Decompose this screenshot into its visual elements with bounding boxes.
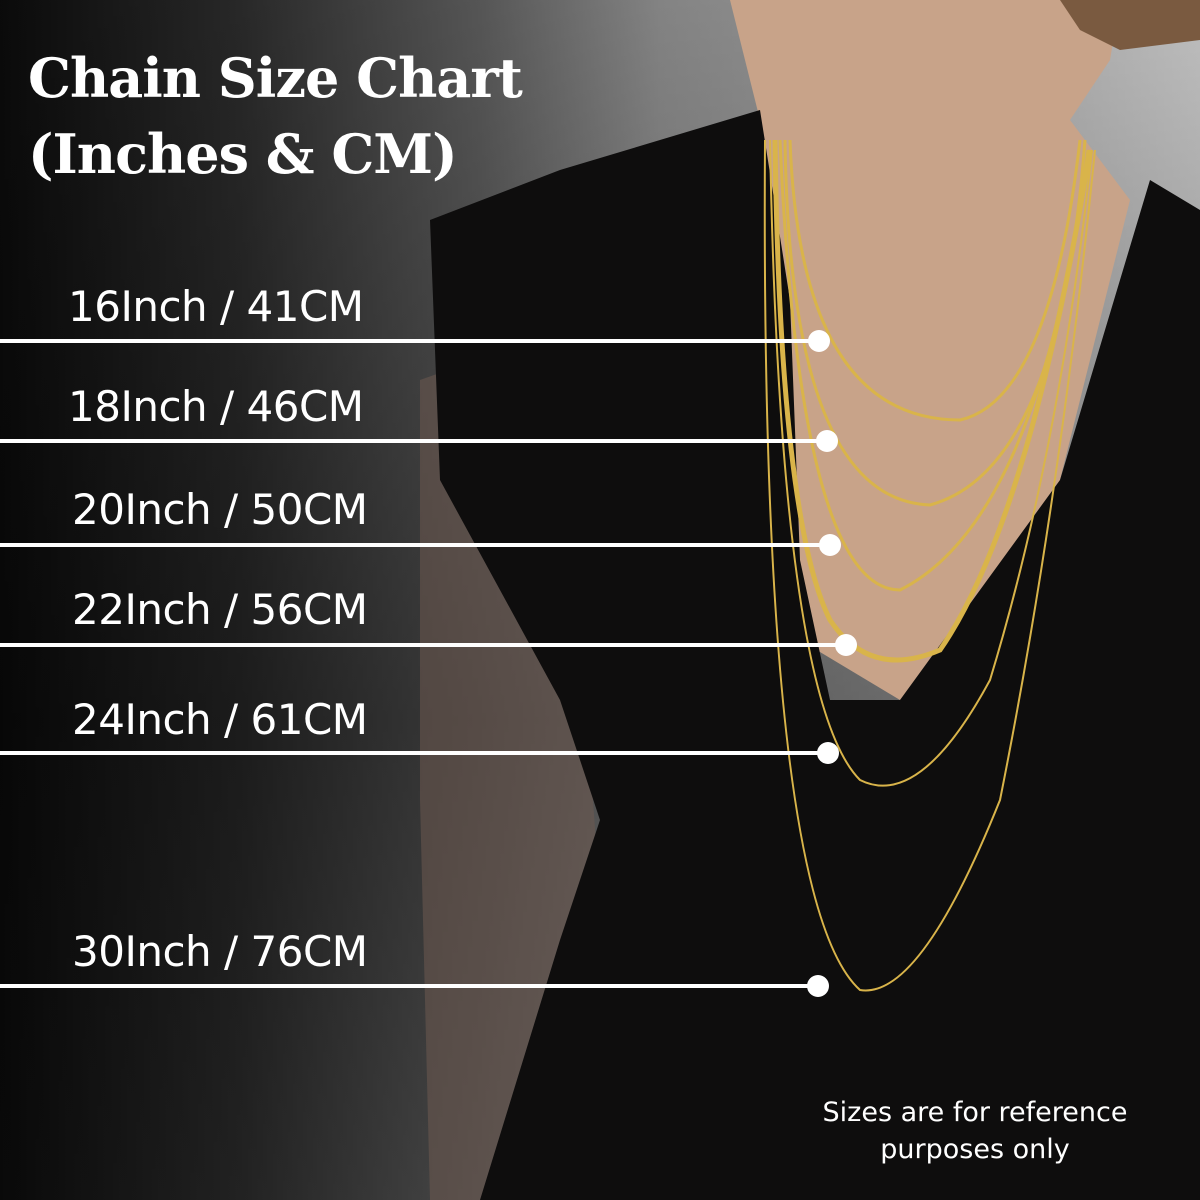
model-dress [430,110,1200,1200]
page-title: Chain Size Chart (Inches & CM) [28,40,523,192]
title-line-1: Chain Size Chart [28,46,523,110]
size-marker-dot [808,330,830,352]
size-marker-dot [835,634,857,656]
chains [763,139,1096,992]
size-line [0,643,840,647]
size-marker-dot [816,430,838,452]
size-label: 18Inch / 46CM [68,382,364,431]
chain-24 [769,139,1093,787]
size-label: 16Inch / 41CM [68,282,364,331]
size-label: 24Inch / 61CM [72,695,368,744]
size-marker-dot [807,975,829,997]
size-line [0,984,812,988]
size-label: 22Inch / 56CM [72,585,368,634]
note-line-1: Sizes are for reference [822,1097,1128,1128]
size-line [0,339,815,343]
size-line [0,543,825,547]
size-marker-dot [819,534,841,556]
size-marker-dot [817,742,839,764]
size-line [0,751,822,755]
size-label: 30Inch / 76CM [72,927,368,976]
size-label: 20Inch / 50CM [72,485,368,534]
model-hair [1060,0,1200,50]
reference-note: Sizes are for reference purposes only [790,1094,1160,1168]
chain-22 [772,139,1093,663]
note-line-2: purposes only [880,1134,1070,1165]
size-line [0,439,822,443]
title-line-2: (Inches & CM) [28,122,458,186]
chain-16 [788,139,1082,422]
